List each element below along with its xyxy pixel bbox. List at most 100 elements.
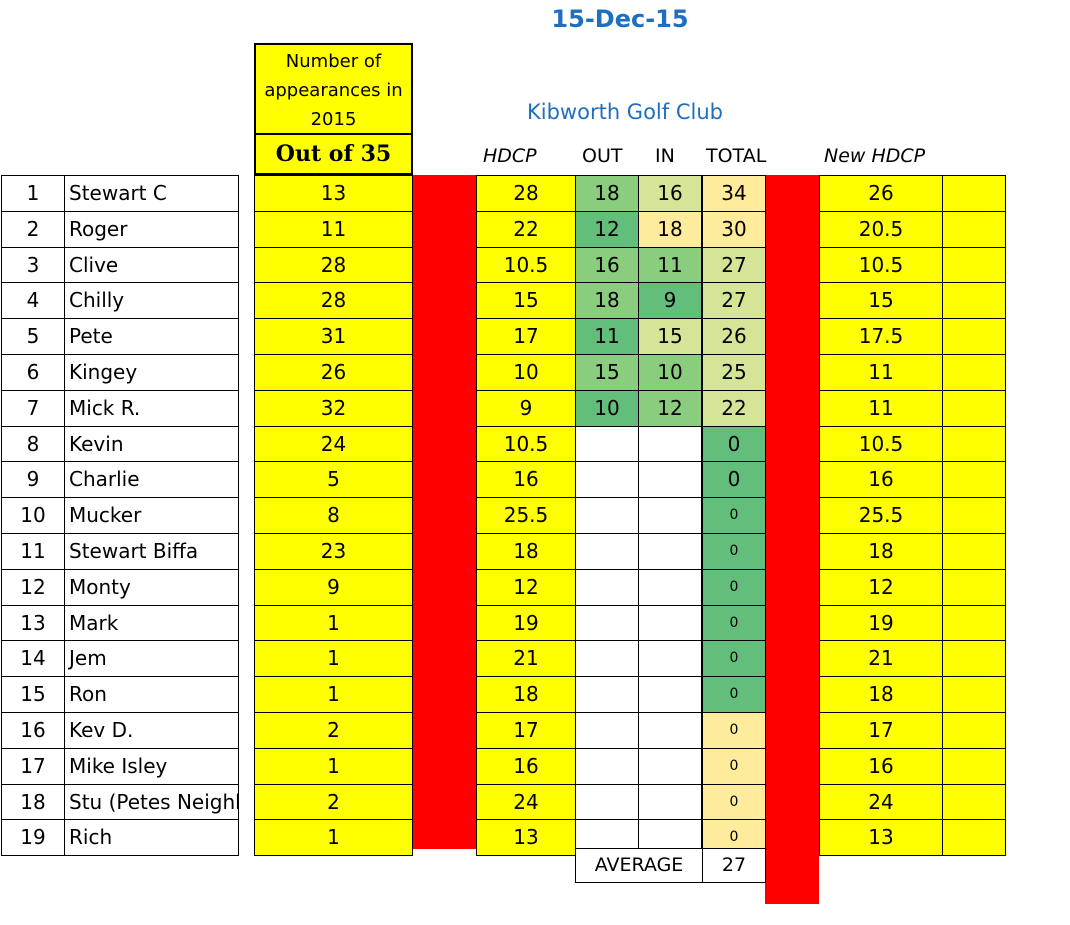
- row-number: 10: [1, 497, 65, 534]
- col-header-total: TOTAL: [706, 145, 767, 167]
- player-name: Ron: [64, 676, 239, 713]
- col-header-in: IN: [655, 145, 675, 167]
- out-score: [575, 425, 639, 463]
- hdcp: 10.5: [476, 246, 576, 284]
- appearances: 28: [254, 282, 413, 320]
- appearances: 5: [254, 461, 413, 499]
- new-hdcp: 18: [819, 676, 943, 713]
- appearances: 31: [254, 318, 413, 355]
- player-name: Kevin: [64, 425, 239, 463]
- appearances-header: Number of appearances in 2015: [254, 43, 413, 135]
- row-number: 6: [1, 354, 65, 391]
- extra-cell: [942, 282, 1006, 320]
- in-score: [638, 783, 702, 821]
- hdcp: 12: [476, 568, 576, 606]
- new-hdcp: 11: [819, 354, 943, 391]
- hdcp: 22: [476, 210, 576, 248]
- appearances: 13: [254, 175, 413, 212]
- in-score: [638, 604, 702, 642]
- appearances: 1: [254, 640, 413, 678]
- out-score: [575, 676, 639, 713]
- in-score: [638, 497, 702, 534]
- row-number: 18: [1, 783, 65, 821]
- out-score: [575, 640, 639, 678]
- new-hdcp: 15: [819, 282, 943, 320]
- player-name: Pete: [64, 318, 239, 355]
- total-score: 0: [702, 497, 766, 534]
- hdcp: 10: [476, 354, 576, 391]
- in-score: [638, 533, 702, 570]
- player-name: Mike Isley: [64, 747, 239, 785]
- out-score: 16: [575, 246, 639, 284]
- extra-cell: [942, 568, 1006, 606]
- row-number: 19: [1, 819, 65, 857]
- appearances: 23: [254, 533, 413, 570]
- out-score: 12: [575, 210, 639, 248]
- total-score: 0: [702, 747, 766, 785]
- total-score: 27: [702, 246, 766, 284]
- player-name: Mark: [64, 604, 239, 642]
- hdcp: 28: [476, 175, 576, 212]
- player-name: Stewart Biffa: [64, 533, 239, 570]
- total-score: 0: [702, 568, 766, 606]
- player-name: Roger: [64, 210, 239, 248]
- extra-cell: [942, 354, 1006, 391]
- total-score: 0: [702, 640, 766, 678]
- player-name: Stewart C: [64, 175, 239, 212]
- in-score: 9: [638, 282, 702, 320]
- hdcp: 19: [476, 604, 576, 642]
- in-score: [638, 568, 702, 606]
- appearances: 1: [254, 676, 413, 713]
- extra-cell: [942, 783, 1006, 821]
- average-value: 27: [702, 848, 766, 883]
- appearances: 26: [254, 354, 413, 391]
- appearances: 24: [254, 425, 413, 463]
- appearances-header-line-2: appearances in: [264, 80, 403, 101]
- out-score: [575, 533, 639, 570]
- out-score: [575, 497, 639, 534]
- total-score: 34: [702, 175, 766, 212]
- row-number: 15: [1, 676, 65, 713]
- extra-cell: [942, 246, 1006, 284]
- hdcp: 21: [476, 640, 576, 678]
- new-hdcp: 12: [819, 568, 943, 606]
- hdcp: 13: [476, 819, 576, 857]
- player-name: Rich: [64, 819, 239, 857]
- out-score: [575, 568, 639, 606]
- out-score: 15: [575, 354, 639, 391]
- total-score: 22: [702, 389, 766, 427]
- in-score: 12: [638, 389, 702, 427]
- player-name: Charlie: [64, 461, 239, 499]
- total-score: 0: [702, 676, 766, 713]
- extra-cell: [942, 210, 1006, 248]
- player-name: Mick R.: [64, 389, 239, 427]
- extra-cell: [942, 604, 1006, 642]
- out-score: 18: [575, 175, 639, 212]
- out-score: [575, 712, 639, 749]
- appearances-header-line-1: Number of: [285, 51, 382, 72]
- appearances: 28: [254, 246, 413, 284]
- extra-cell: [942, 747, 1006, 785]
- player-name: Stu (Petes Neighb: [64, 783, 239, 821]
- appearances: 2: [254, 783, 413, 821]
- new-hdcp: 20.5: [819, 210, 943, 248]
- red-divider-left: [413, 175, 476, 849]
- in-score: [638, 461, 702, 499]
- new-hdcp: 18: [819, 533, 943, 570]
- extra-cell: [942, 175, 1006, 212]
- total-score: 0: [702, 461, 766, 499]
- col-header-out: OUT: [582, 145, 623, 167]
- new-hdcp: 17.5: [819, 318, 943, 355]
- row-number: 13: [1, 604, 65, 642]
- hdcp: 17: [476, 712, 576, 749]
- row-number: 2: [1, 210, 65, 248]
- hdcp: 25.5: [476, 497, 576, 534]
- appearances: 11: [254, 210, 413, 248]
- player-name: Monty: [64, 568, 239, 606]
- row-number: 4: [1, 282, 65, 320]
- row-number: 8: [1, 425, 65, 463]
- extra-cell: [942, 819, 1006, 857]
- appearances: 2: [254, 712, 413, 749]
- out-score: 18: [575, 282, 639, 320]
- hdcp: 16: [476, 747, 576, 785]
